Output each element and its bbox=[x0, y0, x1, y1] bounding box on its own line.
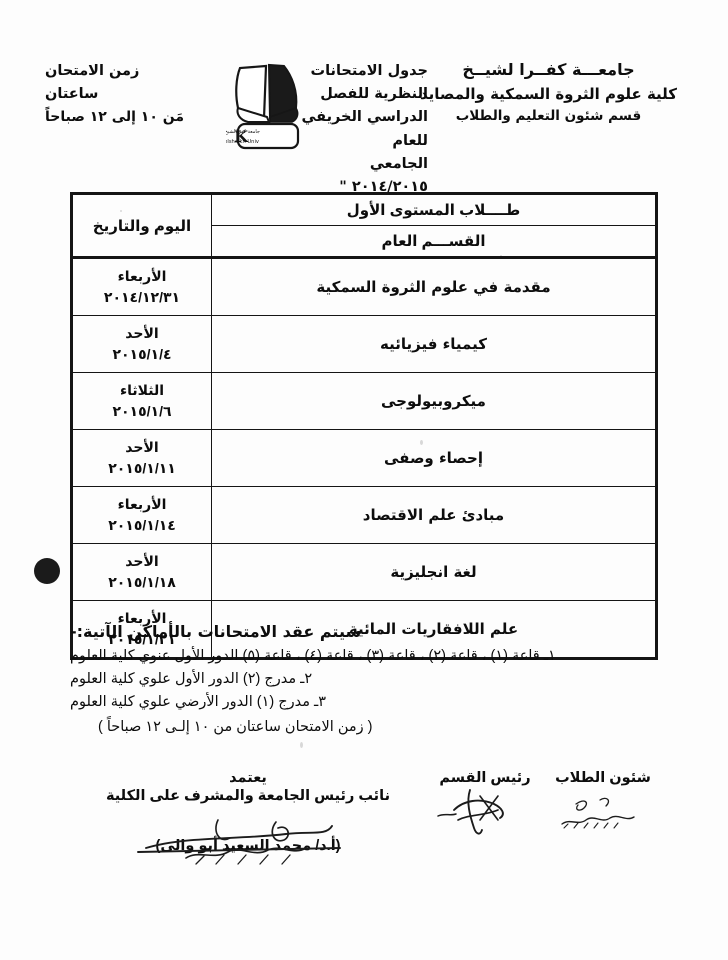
cell-subject: كيمياء فيزيائيه bbox=[211, 315, 658, 373]
cell-day: الثلاثاء bbox=[119, 382, 165, 398]
signature-department-head: رئيس القسم bbox=[430, 770, 540, 835]
cell-date: الأربعاء ٢٠١٥/١/٢١ bbox=[70, 600, 212, 660]
cell-date: الأربعاء ٢٠١٥/١/١٤ bbox=[70, 486, 212, 544]
table-row: مبادئ علم الاقتصاد الأربعاء ٢٠١٥/١/١٤ bbox=[70, 486, 658, 544]
document-title: جدول الامتحانات النظرية للفصل الدراسي ال… bbox=[296, 60, 428, 199]
cell-day: الأربعاء bbox=[117, 268, 167, 284]
cell-date: الأحد ٢٠١٥/١/٤ bbox=[70, 315, 212, 373]
signature-student-affairs: شئون الطلاب bbox=[548, 770, 658, 829]
exam-locations-notes: سيتم عقد الامتحانات بالأماكن الآتية:- ١ـ… bbox=[70, 622, 658, 741]
cell-day: الأحد bbox=[125, 553, 159, 569]
note-line-3: ٣ـ مدرج (١) الدور الأرضي علوي كلية العلو… bbox=[70, 693, 327, 710]
university-heading: جامعـــة كفــرا لشيــخ كلية علوم الثروة … bbox=[411, 58, 686, 127]
cell-date-number: ٢٠١٥/١/١١ bbox=[108, 460, 176, 476]
university-logo: K جامعة كفر الشيخ Kafrelsheikh Univ. bbox=[226, 60, 310, 156]
cell-date: الثلاثاء ٢٠١٥/١/٦ bbox=[70, 372, 212, 430]
handwritten-signature bbox=[436, 786, 546, 842]
cell-date-number: ٢٠١٥/١/٤ bbox=[112, 346, 172, 362]
exam-schedule-table: طــــلاب المستوى الأول اليوم والتاريخ ال… bbox=[70, 192, 658, 660]
table-row: مقدمة في علوم الثروة السمكية الأربعاء ٢٠… bbox=[70, 257, 658, 316]
department-name: قسم شئون التعليم والطلاب bbox=[455, 108, 642, 125]
cell-subject: إحصاء وصفى bbox=[211, 429, 658, 487]
svg-text:Kafrelsheikh Univ.: Kafrelsheikh Univ. bbox=[226, 139, 259, 145]
cell-subject: علم اللافقاريات المائية bbox=[211, 600, 658, 660]
cell-date: الأحد ٢٠١٥/١/١١ bbox=[70, 429, 212, 487]
exam-time-range: مَن ١٠ إلى ١٢ صباحاً bbox=[45, 109, 185, 126]
title-line-1: جدول الامتحانات bbox=[310, 63, 429, 79]
university-name: جامعـــة كفــرا لشيــخ bbox=[462, 60, 635, 79]
signature-area: شئون الطلاب رئيس القسم bbox=[68, 770, 668, 910]
cell-day: الأربعاء bbox=[117, 496, 167, 512]
note-line-1: ١ـ قاعة (١) ، قاعة (٢) ، قاعة (٣) ، قاعة… bbox=[70, 648, 556, 664]
exam-time-label: زمن الامتحان bbox=[45, 63, 140, 79]
cell-date-number: ٢٠١٥/١/١٨ bbox=[108, 574, 176, 590]
title-line-3: الدراسي الخريفي للعام bbox=[301, 109, 428, 149]
cell-date-number: ٢٠١٥/١/٢١ bbox=[108, 631, 176, 647]
cell-subject: مقدمة في علوم الثروة السمكية bbox=[211, 257, 658, 316]
table-row: علم اللافقاريات المائية الأربعاء ٢٠١٥/١/… bbox=[70, 600, 658, 660]
table-body: طــــلاب المستوى الأول اليوم والتاريخ ال… bbox=[70, 192, 658, 660]
cell-date-number: ٢٠١٤/١٢/٣١ bbox=[103, 289, 181, 305]
svg-text:K: K bbox=[234, 127, 249, 146]
faculty-name: كلية علوم الثروة السمكية والمصايد bbox=[419, 84, 678, 103]
svg-text:جامعة كفر الشيخ: جامعة كفر الشيخ bbox=[226, 129, 260, 135]
exam-time-note: زمن الامتحان ساعتان مَن ١٠ إلى ١٢ صباحاً bbox=[45, 60, 220, 129]
note-line-2: ٢ـ مدرج (٢) الدور الأول علوي كلية العلوم bbox=[70, 670, 313, 687]
signature-label: شئون الطلاب bbox=[555, 770, 651, 786]
exam-time-duration: ساعتان bbox=[45, 86, 99, 103]
table-row: كيمياء فيزيائيه الأحد ٢٠١٥/١/٤ bbox=[70, 315, 658, 373]
cell-subject: ميكروبيولوجى bbox=[211, 372, 658, 430]
cell-subject: لغة انجليزية bbox=[211, 543, 658, 601]
table-row: إحصاء وصفى الأحد ٢٠١٥/١/١١ bbox=[70, 429, 658, 487]
cell-date-number: ٢٠١٥/١/٦ bbox=[112, 403, 172, 419]
handwritten-signature bbox=[554, 790, 654, 842]
cell-date: الأربعاء ٢٠١٤/١٢/٣١ bbox=[70, 257, 212, 316]
table-header-row-1: طــــلاب المستوى الأول اليوم والتاريخ bbox=[70, 192, 658, 259]
cell-day: الأحد bbox=[125, 439, 159, 455]
vice-president-name: (أ.د/ محمد السعيد أبو والى) bbox=[155, 838, 341, 854]
column-header-date: اليوم والتاريخ bbox=[70, 192, 212, 259]
vice-president-title: نائب رئيس الجامعة والمشرف على الكلية bbox=[105, 788, 391, 804]
signature-label: رئيس القسم bbox=[439, 770, 531, 786]
cell-subject: مبادئ علم الاقتصاد bbox=[211, 486, 658, 544]
title-line-2: النظرية للفصل bbox=[320, 86, 428, 103]
note-time: ( زمن الامتحان ساعتان من ١٠ إلـى ١٢ صباح… bbox=[98, 718, 373, 735]
cell-date: الأحد ٢٠١٥/١/١٨ bbox=[70, 543, 212, 601]
hole-punch-mark bbox=[34, 558, 60, 584]
scan-speckle bbox=[300, 742, 303, 748]
title-line-4: الجامعي ٢٠١٤/٢٠١٥ " bbox=[339, 155, 428, 195]
cell-day: الأربعاء bbox=[117, 610, 167, 626]
approval-label: يعتمد bbox=[229, 770, 267, 786]
document-header: جامعـــة كفــرا لشيــخ كلية علوم الثروة … bbox=[0, 52, 728, 195]
table-header-row-2: القســـم العام bbox=[72, 225, 658, 259]
cell-date-number: ٢٠١٥/١/١٤ bbox=[108, 517, 176, 533]
cell-day: الأحد bbox=[125, 325, 159, 341]
exam-schedule-table-wrap: طــــلاب المستوى الأول اليوم والتاريخ ال… bbox=[70, 192, 658, 660]
signature-vice-president: يعتمد نائب رئيس الجامعة والمشرف على الكل… bbox=[98, 770, 398, 865]
column-header-subject-line2: القســـم العام bbox=[211, 225, 658, 259]
column-header-subject-line1: طــــلاب المستوى الأول bbox=[211, 192, 658, 226]
notes-title: سيتم عقد الامتحانات بالأماكن الآتية:- bbox=[70, 622, 362, 641]
table-row: ميكروبيولوجى الثلاثاء ٢٠١٥/١/٦ bbox=[70, 372, 658, 430]
university-logo-icon: K جامعة كفر الشيخ Kafrelsheikh Univ. bbox=[226, 63, 300, 150]
table-row: لغة انجليزية الأحد ٢٠١٥/١/١٨ bbox=[70, 543, 658, 601]
